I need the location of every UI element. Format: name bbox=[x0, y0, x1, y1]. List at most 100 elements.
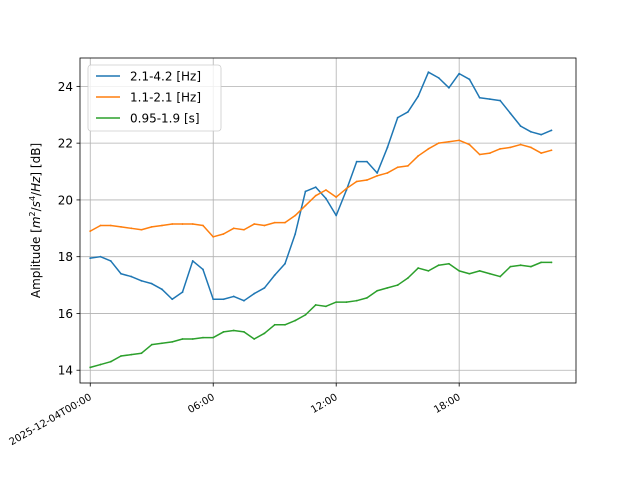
data-point bbox=[366, 297, 368, 299]
data-point bbox=[171, 298, 173, 300]
data-point bbox=[387, 147, 389, 149]
data-point bbox=[223, 233, 225, 235]
data-point bbox=[110, 361, 112, 363]
legend-label-2: 1.1-2.1 [Hz] bbox=[130, 91, 201, 105]
data-point bbox=[438, 264, 440, 266]
data-point bbox=[315, 304, 317, 306]
data-point bbox=[284, 263, 286, 265]
data-point bbox=[253, 338, 255, 340]
data-point bbox=[253, 223, 255, 225]
data-point bbox=[264, 225, 266, 227]
data-point bbox=[294, 215, 296, 217]
data-point bbox=[510, 112, 512, 114]
data-point bbox=[551, 129, 553, 131]
data-point bbox=[264, 287, 266, 289]
data-point bbox=[243, 331, 245, 333]
data-point bbox=[110, 260, 112, 262]
data-point bbox=[243, 229, 245, 231]
data-point bbox=[438, 77, 440, 79]
y-tick-label: 18 bbox=[58, 250, 73, 264]
data-point bbox=[489, 98, 491, 100]
data-point bbox=[141, 280, 143, 282]
data-point bbox=[305, 205, 307, 207]
data-point bbox=[489, 152, 491, 154]
data-point bbox=[253, 293, 255, 295]
y-tick-label: 20 bbox=[58, 193, 73, 207]
data-point bbox=[182, 338, 184, 340]
data-point bbox=[469, 273, 471, 275]
data-point bbox=[192, 260, 194, 262]
legend-label-3: 0.95-1.9 [s] bbox=[130, 112, 200, 126]
data-point bbox=[458, 139, 460, 141]
data-point bbox=[284, 324, 286, 326]
data-point bbox=[315, 186, 317, 188]
data-point bbox=[325, 189, 327, 191]
data-point bbox=[161, 225, 163, 227]
data-point bbox=[540, 134, 542, 136]
data-point bbox=[510, 266, 512, 268]
data-point bbox=[479, 270, 481, 272]
data-point bbox=[192, 338, 194, 340]
data-point bbox=[161, 288, 163, 290]
data-point bbox=[212, 298, 214, 300]
data-point bbox=[407, 277, 409, 279]
data-point bbox=[171, 341, 173, 343]
data-point bbox=[335, 215, 337, 217]
data-point bbox=[530, 266, 532, 268]
data-point bbox=[530, 147, 532, 149]
data-point bbox=[530, 131, 532, 133]
data-point bbox=[284, 222, 286, 224]
data-point bbox=[356, 300, 358, 302]
data-point bbox=[130, 276, 132, 278]
data-point bbox=[223, 298, 225, 300]
data-point bbox=[520, 264, 522, 266]
data-point bbox=[151, 283, 153, 285]
data-point bbox=[120, 273, 122, 275]
data-point bbox=[387, 172, 389, 174]
data-point bbox=[130, 354, 132, 356]
data-point bbox=[428, 148, 430, 150]
data-point bbox=[192, 223, 194, 225]
data-point bbox=[202, 269, 204, 271]
data-point bbox=[458, 270, 460, 272]
data-point bbox=[479, 154, 481, 156]
data-point bbox=[274, 324, 276, 326]
data-point bbox=[120, 226, 122, 228]
data-point bbox=[171, 223, 173, 225]
data-point bbox=[325, 305, 327, 307]
data-point bbox=[469, 78, 471, 80]
data-point bbox=[397, 166, 399, 168]
data-point bbox=[417, 155, 419, 157]
data-point bbox=[274, 222, 276, 224]
data-point bbox=[499, 148, 501, 150]
data-point bbox=[551, 261, 553, 263]
data-point bbox=[100, 225, 102, 227]
data-point bbox=[315, 195, 317, 197]
data-point bbox=[356, 181, 358, 183]
data-point bbox=[489, 273, 491, 275]
y-tick-label: 24 bbox=[58, 80, 73, 94]
data-point bbox=[89, 257, 91, 259]
legend-label-1: 2.1-4.2 [Hz] bbox=[130, 70, 201, 84]
data-point bbox=[407, 165, 409, 167]
data-point bbox=[233, 227, 235, 229]
data-point bbox=[376, 175, 378, 177]
data-point bbox=[151, 344, 153, 346]
data-point bbox=[202, 225, 204, 227]
data-point bbox=[356, 161, 358, 163]
data-point bbox=[233, 330, 235, 332]
data-point bbox=[387, 287, 389, 289]
data-point bbox=[551, 149, 553, 151]
data-point bbox=[397, 117, 399, 119]
data-point bbox=[110, 225, 112, 227]
data-point bbox=[120, 355, 122, 357]
data-point bbox=[448, 263, 450, 265]
data-point bbox=[100, 256, 102, 258]
data-point bbox=[428, 71, 430, 73]
data-point bbox=[510, 147, 512, 149]
y-tick-label: 14 bbox=[58, 364, 73, 378]
data-point bbox=[130, 227, 132, 229]
data-point bbox=[182, 223, 184, 225]
y-tick-label: 16 bbox=[58, 307, 73, 321]
data-point bbox=[335, 301, 337, 303]
